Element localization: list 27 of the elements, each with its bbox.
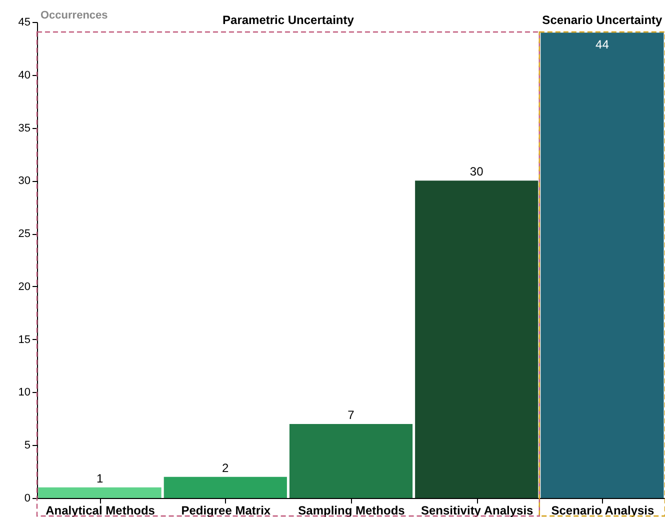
- y-tick-label: 0: [24, 492, 30, 504]
- y-tick-label: 10: [18, 386, 30, 399]
- y-tick-label: 40: [18, 69, 30, 82]
- x-tick-label: Sampling Methods: [298, 504, 406, 517]
- x-tick-label: Analytical Methods: [46, 504, 156, 517]
- y-tick-label: 30: [18, 175, 30, 188]
- bar: [415, 180, 538, 498]
- y-tick-label: 45: [18, 16, 30, 28]
- y-tick-label: 25: [18, 228, 30, 240]
- data-label: 30: [470, 164, 484, 179]
- data-label: 7: [348, 408, 355, 422]
- x-tick-label: Scenario Analysis: [551, 504, 654, 517]
- bar: [164, 476, 287, 498]
- bar: [289, 424, 413, 498]
- data-label: 44: [596, 38, 610, 52]
- x-tick-label: Sensitivity Analysis: [420, 504, 534, 517]
- annotation: Parametric Uncertainty: [222, 13, 354, 27]
- x-tick-label: Pedigree Matrix: [181, 504, 271, 517]
- y-tick-label: 20: [18, 280, 30, 293]
- y-tick-label: 35: [18, 122, 30, 134]
- annotation: Scenario Uncertainty: [542, 13, 663, 27]
- bar: [38, 487, 162, 498]
- y-tick-label: 5: [24, 440, 30, 452]
- data-label: 1: [96, 471, 104, 486]
- data-label: 2: [222, 460, 230, 475]
- y-axis-title: Occurrences: [40, 10, 108, 22]
- y-tick-label: 15: [18, 334, 30, 346]
